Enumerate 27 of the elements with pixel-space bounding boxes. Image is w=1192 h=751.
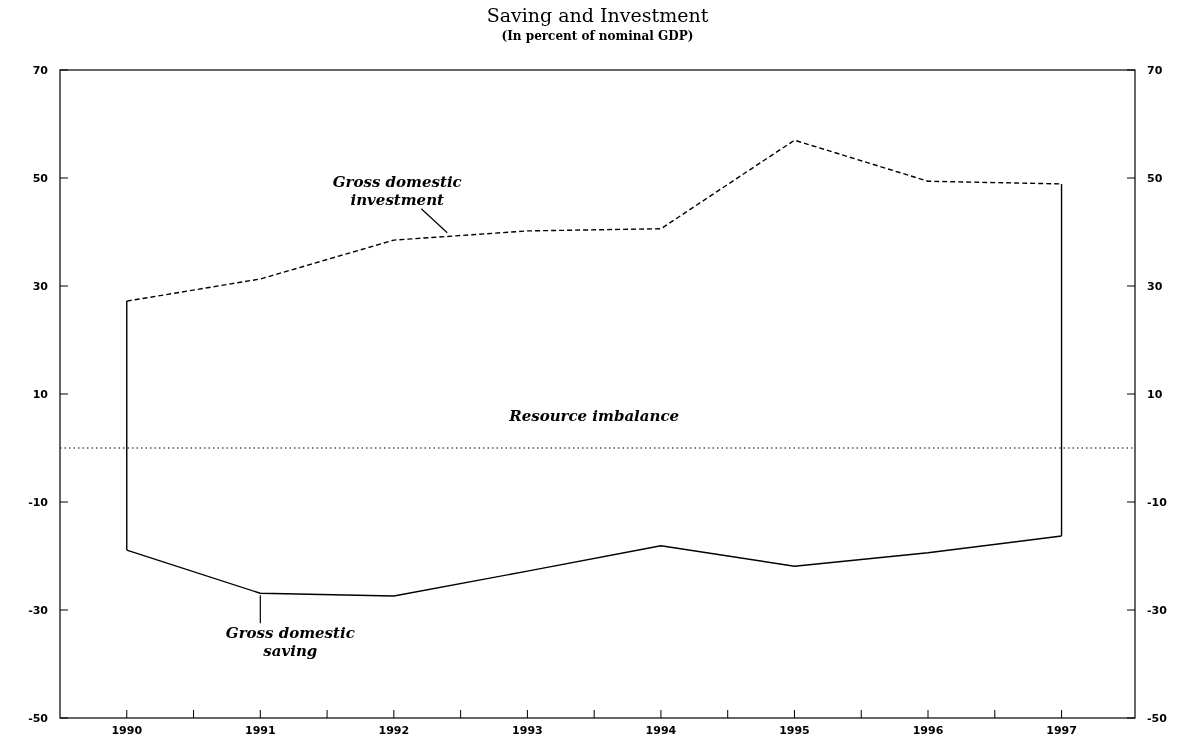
y-tick-label: -50 xyxy=(28,711,49,725)
y2-tick-label: 50 xyxy=(1147,171,1163,185)
y2-tick-label: 10 xyxy=(1147,387,1163,401)
x-tick-label: 1994 xyxy=(645,724,677,737)
y-tick-label: 50 xyxy=(32,171,49,185)
annotation: Gross domestic investment xyxy=(332,172,462,209)
x-tick-label: 1997 xyxy=(1046,724,1077,737)
y2-tick-label: 70 xyxy=(1147,63,1163,77)
x-tick-label: 1991 xyxy=(245,724,276,737)
x-tick-label: 1990 xyxy=(111,724,143,737)
y-tick-label: 70 xyxy=(32,63,49,77)
x-tick-label: 1996 xyxy=(912,724,944,737)
y-tick-label: 30 xyxy=(32,279,49,293)
y-tick-label: -30 xyxy=(28,603,49,617)
annotation: Resource imbalance xyxy=(508,407,680,425)
y2-tick-label: -10 xyxy=(1147,495,1168,509)
y-tick-label: 10 xyxy=(32,387,49,401)
x-tick-label: 1993 xyxy=(512,724,543,737)
y2-tick-label: -30 xyxy=(1147,603,1168,617)
x-tick-label: 1992 xyxy=(378,724,410,737)
y-tick-label: -10 xyxy=(28,495,49,509)
x-tick-label: 1995 xyxy=(779,724,810,737)
y2-tick-label: -50 xyxy=(1147,711,1168,725)
y2-tick-label: 30 xyxy=(1147,279,1163,293)
chart-title: Saving and Investment xyxy=(486,4,709,26)
chart-subtitle: (In percent of nominal GDP) xyxy=(501,29,694,43)
annotation: Gross domestic saving xyxy=(225,624,355,661)
